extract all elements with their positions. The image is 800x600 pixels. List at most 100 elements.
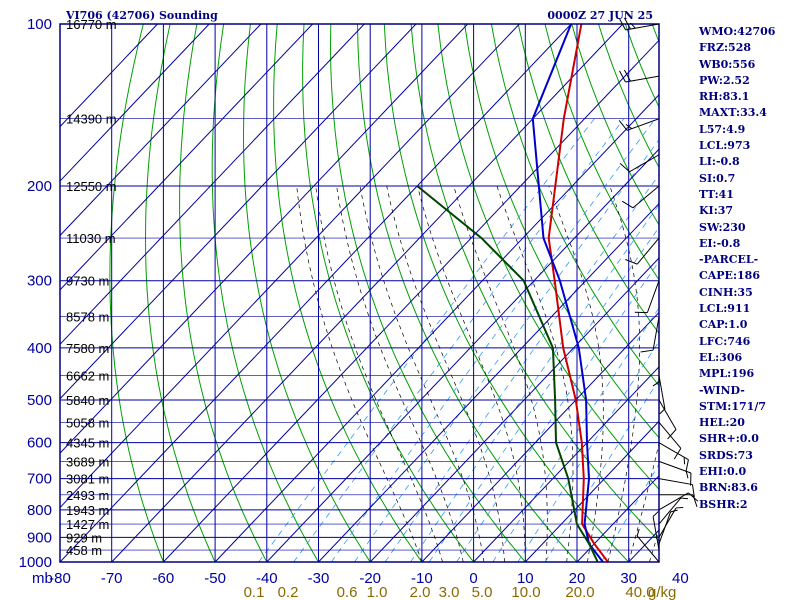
dry-adiabat <box>179 24 268 562</box>
mixing-ratio-line <box>384 174 659 562</box>
grid-layer <box>60 24 659 562</box>
wind-barb-flag <box>619 70 626 83</box>
index-item: -PARCEL- <box>699 253 759 267</box>
wind-barb-flag <box>652 511 659 517</box>
mixing-ratio-label: 10.0 <box>511 584 540 600</box>
isotherm <box>60 24 469 454</box>
index-item: BRN:83.6 <box>699 481 758 495</box>
wind-barb-flag <box>630 22 636 29</box>
index-item: FRZ:528 <box>699 41 752 55</box>
index-item: CAPE:186 <box>699 269 760 283</box>
temperature-tick-label: -20 <box>359 570 381 587</box>
isotherm <box>214 94 659 562</box>
wind-barb-flag <box>667 429 677 440</box>
index-item: CAP:1.0 <box>699 318 748 332</box>
index-item: SI:0.7 <box>699 171 736 185</box>
moist-adiabat <box>336 185 464 562</box>
index-item: BSHR:2 <box>699 497 748 511</box>
chart-date: 0000Z 27 JUN 25 <box>547 9 653 22</box>
wind-barb-flag <box>625 259 638 265</box>
index-item: PW:2.52 <box>699 73 750 87</box>
moist-adiabat <box>548 185 604 562</box>
wind-barb-staff <box>636 535 660 563</box>
pressure-tick-label: 400 <box>27 340 52 357</box>
mixing-ratio-unit: g/kg <box>648 584 676 600</box>
wind-barb-flag <box>640 349 654 353</box>
index-item: LI:-0.8 <box>699 155 740 169</box>
frame-layer <box>59 23 660 563</box>
wind-barb-flag <box>691 484 695 498</box>
wind-barb-staff <box>626 118 660 131</box>
wind-barb-staff <box>658 442 689 461</box>
wind-barb <box>619 17 660 31</box>
wind-barb-flag <box>619 18 626 31</box>
pressure-tick-label: 800 <box>27 502 52 519</box>
wind-barb-staff <box>632 185 660 209</box>
mixing-ratio-line <box>258 118 595 562</box>
wind-barb <box>659 494 698 507</box>
wind-barb-flag <box>636 528 640 537</box>
moist-adiabat <box>496 185 574 562</box>
wind-barb-staff <box>658 507 677 538</box>
wind-barb <box>658 509 678 544</box>
isotherm <box>369 257 659 562</box>
mixing-ratio-label: 2.0 <box>410 584 431 600</box>
wind-barb <box>652 511 660 551</box>
dry-adiabat <box>211 24 319 562</box>
index-item: SRDS:73 <box>699 448 753 462</box>
wind-barb-flag <box>625 123 633 130</box>
isotherm <box>318 202 659 562</box>
isotherm <box>60 24 365 346</box>
index-item: STM:171/7 <box>699 399 766 413</box>
index-item: EI:-0.8 <box>699 236 741 250</box>
wind-barb <box>618 118 660 131</box>
index-item: RH:83.1 <box>699 90 750 104</box>
mixing-ratio-line <box>354 139 659 562</box>
index-item: -WIND- <box>699 383 745 397</box>
height-label: 14390 m <box>66 112 117 127</box>
temperature-tick-label: 20 <box>569 570 586 587</box>
mixing-ratio-label: 40.0 <box>625 584 654 600</box>
plot-frame <box>59 23 660 563</box>
mixing-ratio-label: 0.6 <box>337 584 358 600</box>
mixing-ratio-label: 1.0 <box>367 584 388 600</box>
wind-barb <box>619 69 660 83</box>
height-label: 1943 m <box>66 503 109 518</box>
index-item: SHR+:0.0 <box>699 432 759 446</box>
wind-barb-flag <box>680 497 689 500</box>
isotherm <box>60 24 572 562</box>
wind-barb-staff <box>636 237 660 265</box>
index-item: WB0:556 <box>699 57 756 71</box>
temperature-tick-label: -40 <box>256 570 278 587</box>
height-label: 12550 m <box>66 179 117 194</box>
wind-barb-staff <box>658 460 692 474</box>
wind-barb <box>658 442 689 473</box>
wind-barb-flag <box>685 471 689 479</box>
pressure-tick-label: 900 <box>27 529 52 546</box>
isotherm <box>111 24 624 562</box>
index-item: TT:41 <box>699 187 734 201</box>
height-label: 16770 m <box>66 17 117 32</box>
isotherm <box>60 24 313 291</box>
pressure-tick-label: 300 <box>27 273 52 290</box>
moist-adiabat <box>359 185 485 562</box>
height-label: 3689 m <box>66 454 109 469</box>
dry-adiabat <box>302 24 474 562</box>
temperature-tick-label: -50 <box>204 570 226 587</box>
pressure-tick-label: 1000 <box>19 554 52 571</box>
wind-barb-flag <box>621 200 634 209</box>
isotherm <box>266 148 659 562</box>
moist-adiabat <box>453 185 548 562</box>
wind-barb-staff <box>625 23 660 31</box>
index-item: MAXT:33.4 <box>699 106 767 120</box>
wind-barb-staff <box>658 478 693 486</box>
height-label: 458 m <box>66 543 102 558</box>
wind-barb-staff <box>658 511 672 544</box>
wind-barb <box>625 237 660 265</box>
temperature-tick-label: 0 <box>469 570 477 587</box>
mixing-ratio-line <box>428 226 659 562</box>
wind-barb-flag <box>619 162 630 173</box>
wind-barb-staff <box>625 75 660 83</box>
wind-barb <box>640 316 660 353</box>
